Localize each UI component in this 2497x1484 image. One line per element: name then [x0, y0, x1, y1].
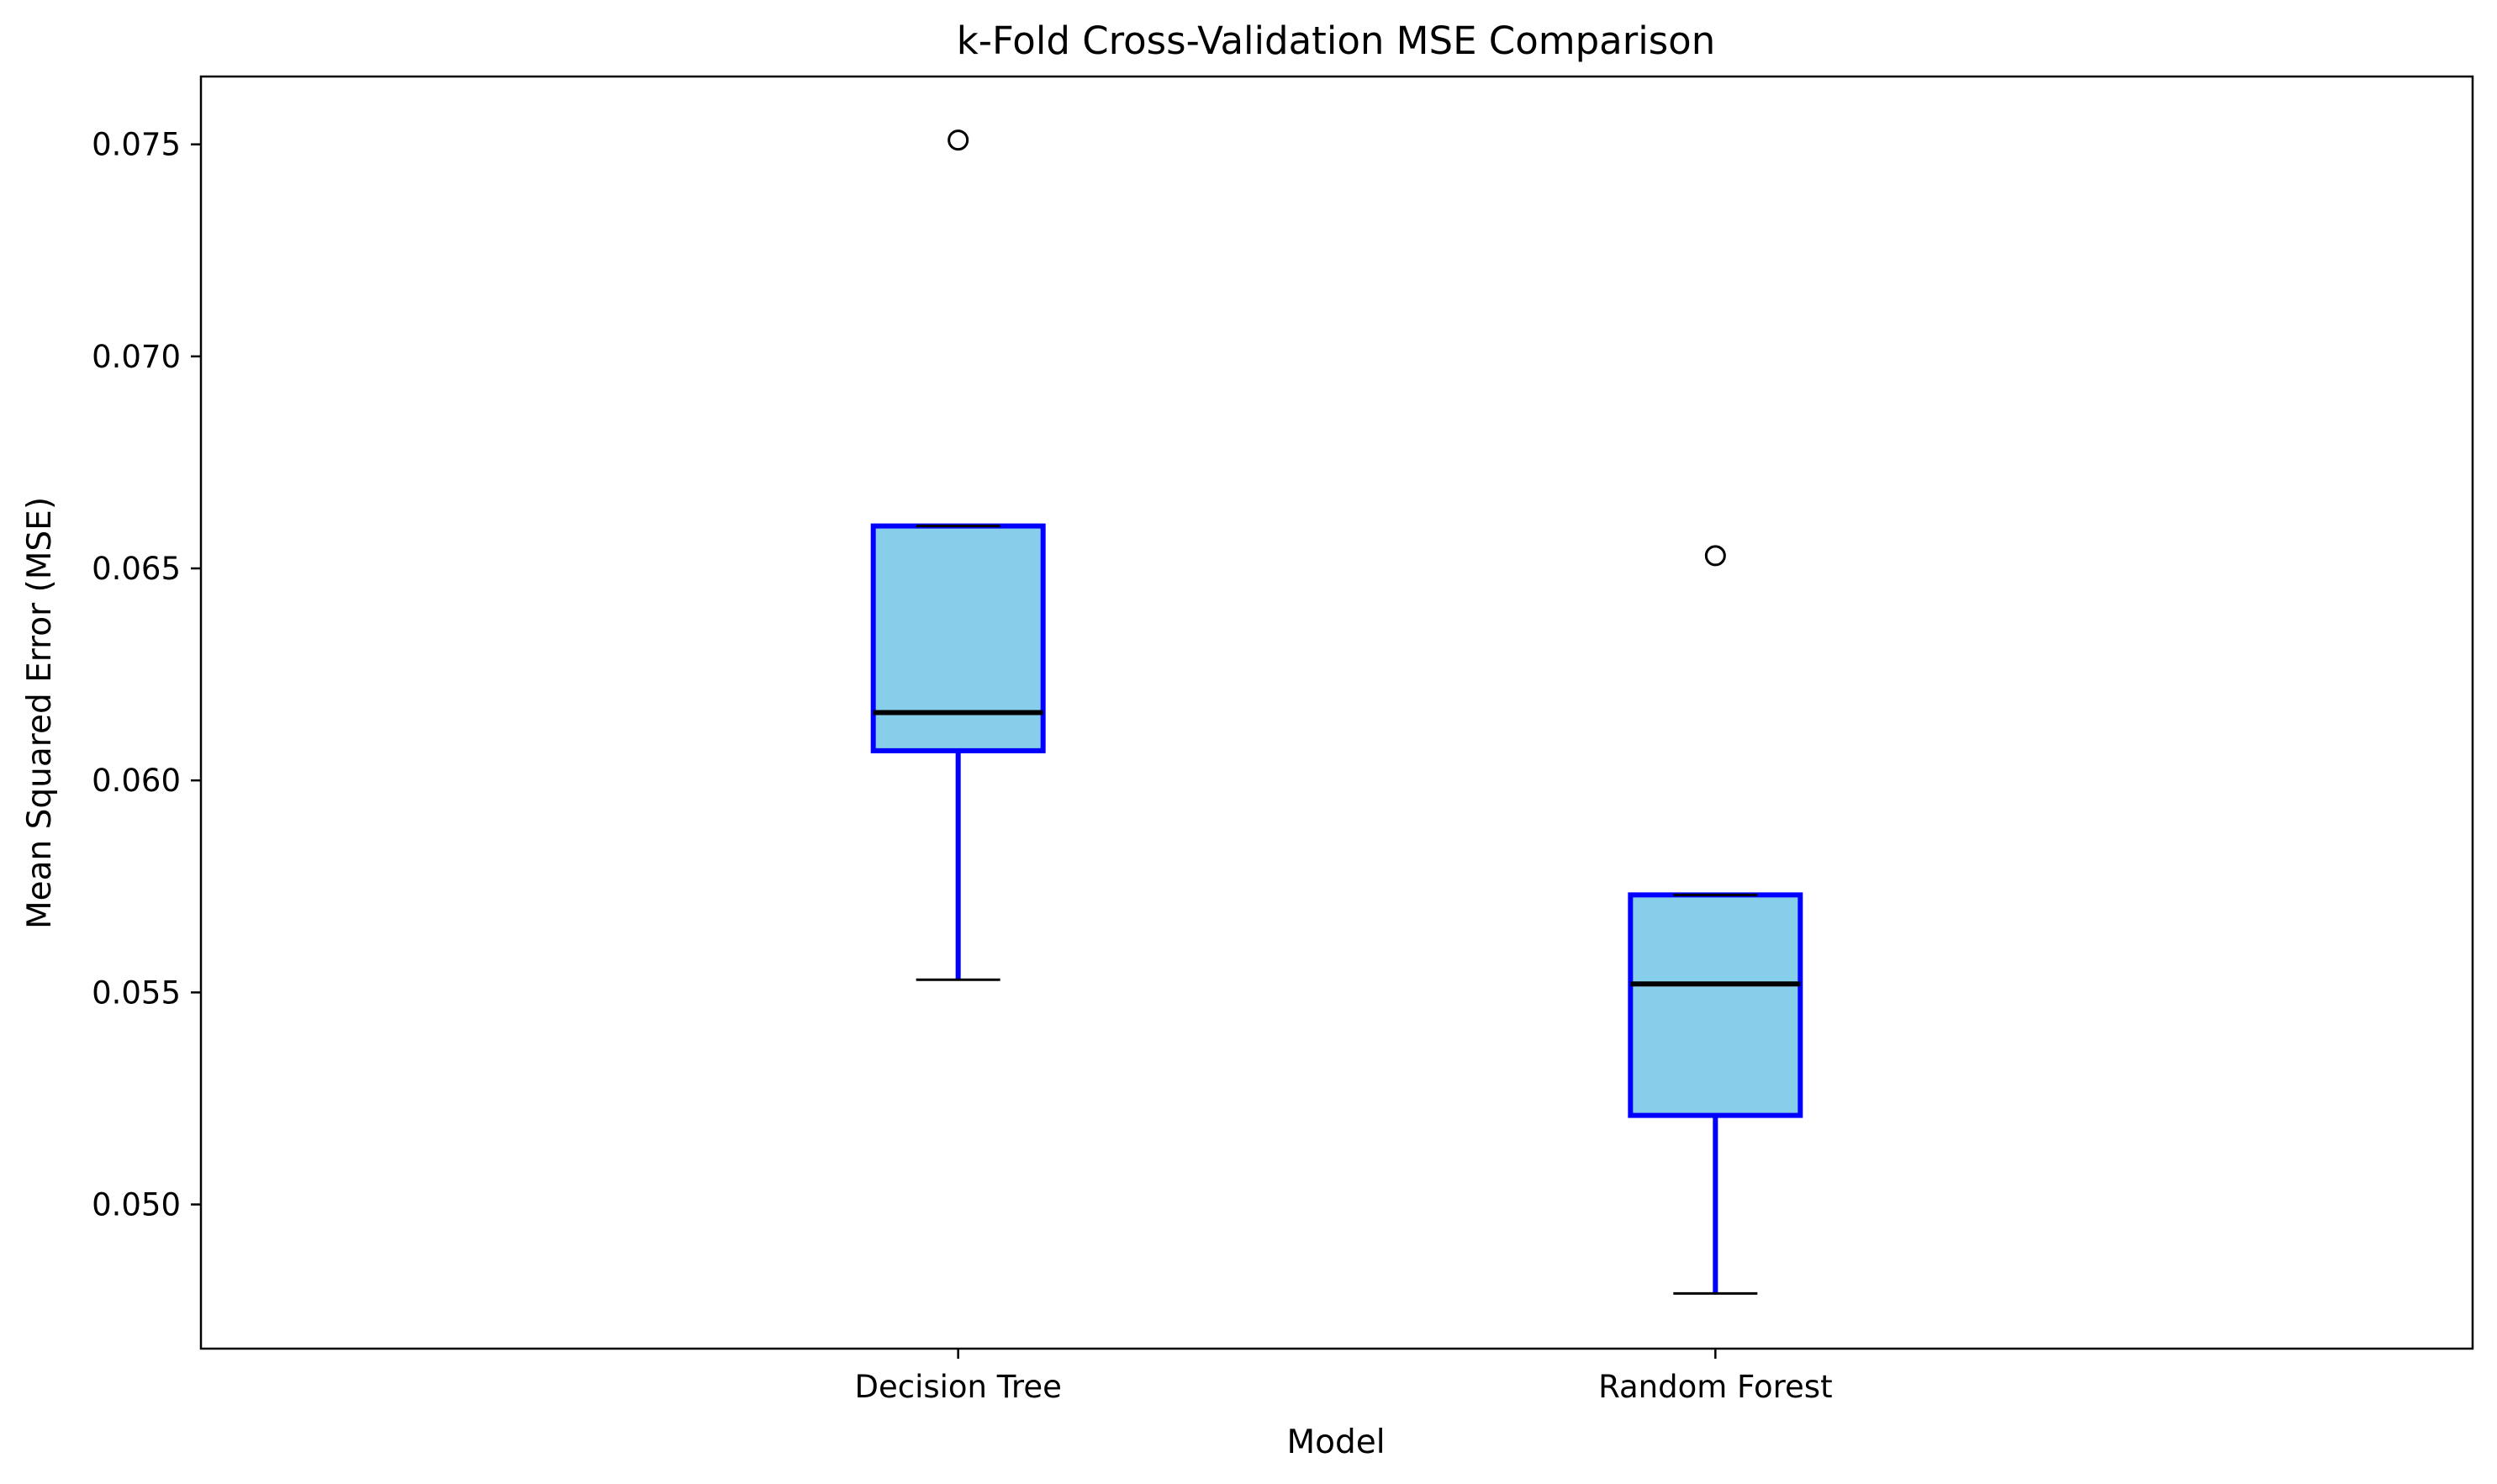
box-group-decision-tree [870, 129, 1046, 981]
chart-title: k-Fold Cross-Validation MSE Comparison [957, 18, 1716, 63]
plot-frame [199, 75, 2474, 1350]
y-tick-label: 0.050 [92, 1187, 181, 1223]
x-tick-label: Random Forest [1598, 1369, 1833, 1405]
x-tick-label: Decision Tree [854, 1369, 1061, 1405]
box-iqr [1628, 892, 1803, 1118]
y-tick-label: 0.055 [92, 974, 181, 1011]
outlier-point [948, 129, 969, 151]
y-tick-label: 0.065 [92, 551, 181, 587]
x-axis-label: Model [1286, 1423, 1385, 1461]
y-tick-label: 0.075 [92, 127, 181, 163]
plot-area [870, 129, 1803, 1295]
outlier-point [1704, 545, 1726, 567]
y-axis-label: Mean Squared Error (MSE) [21, 497, 59, 929]
y-tick-label: 0.060 [92, 763, 181, 799]
y-tick-label: 0.070 [92, 339, 181, 375]
box-group-random-forest [1628, 545, 1803, 1295]
box-iqr [870, 523, 1046, 753]
axes: Decision Tree Random Forest 0.050 0.055 0.06… [92, 127, 1833, 1405]
